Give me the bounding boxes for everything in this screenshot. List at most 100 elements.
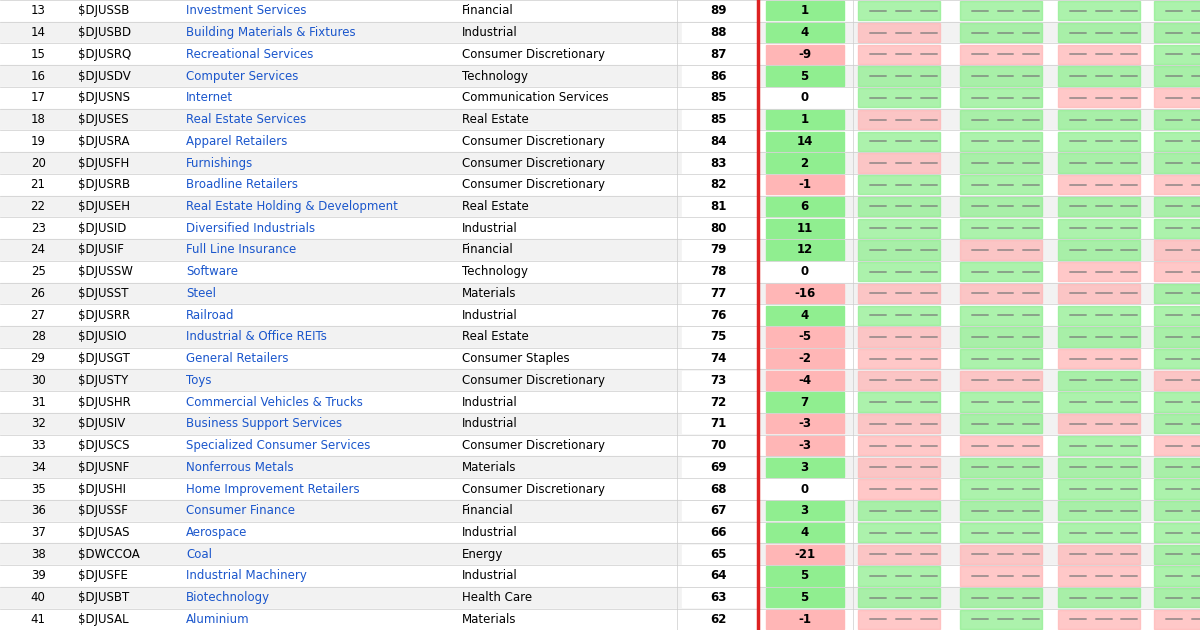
Bar (0, 108, 1200, 130)
Bar (766, 566, 844, 586)
Bar (858, 45, 940, 64)
Text: 5: 5 (800, 69, 809, 83)
Text: $DJUSBT: $DJUSBT (78, 591, 130, 604)
Text: Real Estate: Real Estate (462, 200, 529, 213)
Text: 65: 65 (710, 547, 727, 561)
Text: Materials: Materials (462, 287, 516, 300)
Text: 0: 0 (800, 91, 809, 105)
Text: $DJUSRR: $DJUSRR (78, 309, 130, 322)
Bar (1058, 523, 1140, 542)
Bar (960, 197, 1042, 216)
Text: Specialized Consumer Services: Specialized Consumer Services (186, 439, 371, 452)
Bar (858, 23, 940, 42)
Text: Technology: Technology (462, 265, 528, 278)
Bar (1058, 328, 1140, 347)
Bar (1154, 501, 1200, 520)
Text: Industrial Machinery: Industrial Machinery (186, 570, 307, 583)
Bar (960, 479, 1042, 499)
Text: $DJUSSF: $DJUSSF (78, 504, 128, 517)
Text: 0: 0 (800, 265, 809, 278)
Text: Consumer Finance: Consumer Finance (186, 504, 295, 517)
Text: $DJUSID: $DJUSID (78, 222, 126, 235)
Text: $DJUSEH: $DJUSEH (78, 200, 130, 213)
Text: 33: 33 (31, 439, 46, 452)
Text: 62: 62 (710, 613, 727, 626)
Text: Energy: Energy (462, 547, 503, 561)
Text: $DJUSDV: $DJUSDV (78, 69, 131, 83)
Text: $DJUSRB: $DJUSRB (78, 178, 130, 192)
Bar (766, 610, 844, 629)
Bar (960, 328, 1042, 347)
Text: 87: 87 (710, 48, 727, 61)
Bar (858, 349, 940, 368)
Text: $DJUSES: $DJUSES (78, 113, 128, 126)
Bar (0, 326, 1200, 348)
Text: 6: 6 (800, 200, 809, 213)
Text: $DJUSIO: $DJUSIO (78, 330, 126, 343)
Text: Consumer Discretionary: Consumer Discretionary (462, 156, 605, 169)
Text: $DJUSAL: $DJUSAL (78, 613, 128, 626)
Text: Industrial: Industrial (462, 526, 517, 539)
Text: Industrial: Industrial (462, 26, 517, 39)
Text: 80: 80 (710, 222, 727, 235)
Text: Communication Services: Communication Services (462, 91, 608, 105)
Text: 28: 28 (31, 330, 46, 343)
Text: 64: 64 (710, 570, 727, 583)
Bar (1154, 154, 1200, 173)
Text: 26: 26 (31, 287, 46, 300)
Bar (0, 43, 1200, 65)
Text: 70: 70 (710, 439, 727, 452)
Bar (1058, 349, 1140, 368)
Bar (766, 457, 844, 477)
Bar (1058, 544, 1140, 564)
Text: 27: 27 (31, 309, 46, 322)
Text: Aluminium: Aluminium (186, 613, 250, 626)
Text: 4: 4 (800, 526, 809, 539)
Bar (1154, 241, 1200, 260)
Bar (682, 415, 756, 433)
Bar (1154, 306, 1200, 325)
Text: 1: 1 (800, 113, 809, 126)
Text: 68: 68 (710, 483, 727, 496)
Bar (1154, 415, 1200, 433)
Bar (1154, 88, 1200, 107)
Bar (766, 45, 844, 64)
Bar (960, 501, 1042, 520)
Text: Materials: Materials (462, 613, 516, 626)
Text: 83: 83 (710, 156, 727, 169)
Text: 17: 17 (31, 91, 46, 105)
Text: Real Estate Holding & Development: Real Estate Holding & Development (186, 200, 398, 213)
Text: $DJUSAS: $DJUSAS (78, 526, 130, 539)
Bar (1058, 479, 1140, 499)
Bar (960, 392, 1042, 412)
Text: Building Materials & Fixtures: Building Materials & Fixtures (186, 26, 355, 39)
Bar (0, 174, 1200, 195)
Text: 69: 69 (710, 461, 727, 474)
Bar (766, 501, 844, 520)
Bar (1154, 328, 1200, 347)
Bar (858, 219, 940, 238)
Bar (0, 435, 1200, 456)
Text: Health Care: Health Care (462, 591, 532, 604)
Bar (960, 436, 1042, 455)
Bar (960, 284, 1042, 303)
Bar (1154, 132, 1200, 151)
Text: Consumer Discretionary: Consumer Discretionary (462, 483, 605, 496)
Bar (1058, 588, 1140, 607)
Bar (858, 154, 940, 173)
Text: 23: 23 (31, 222, 46, 235)
Bar (960, 175, 1042, 194)
Text: 30: 30 (31, 374, 46, 387)
Text: Industrial & Office REITs: Industrial & Office REITs (186, 330, 326, 343)
Bar (1154, 219, 1200, 238)
Bar (682, 328, 756, 347)
Bar (766, 479, 844, 499)
Text: 63: 63 (710, 591, 727, 604)
Text: 67: 67 (710, 504, 727, 517)
Bar (766, 66, 844, 86)
Text: Industrial: Industrial (462, 309, 517, 322)
Bar (682, 284, 756, 303)
Bar (682, 501, 756, 520)
Bar (858, 501, 940, 520)
Bar (960, 132, 1042, 151)
